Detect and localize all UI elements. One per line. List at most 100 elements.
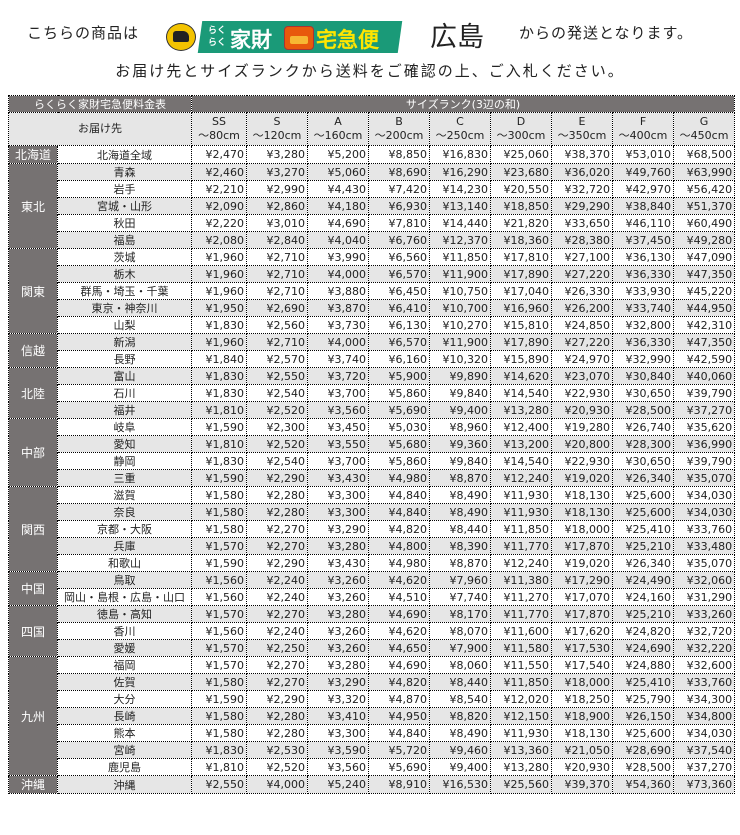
- price-cell: ¥24,490: [612, 571, 674, 589]
- price-cell: ¥68,500: [672, 145, 736, 164]
- region-cell: 中国: [8, 571, 58, 606]
- table-row: 四国 徳島・高知 ¥1,570 ¥2,270 ¥3,280 ¥4,690 ¥8,170 ¥11…: [8, 605, 736, 657]
- price-cell: ¥11,580: [490, 639, 552, 657]
- price-cell: ¥29,290: [551, 197, 613, 215]
- price-cell: ¥18,360: [490, 231, 552, 249]
- price-cell: ¥33,480: [672, 537, 736, 555]
- price-cell: ¥3,280: [307, 656, 369, 674]
- price-cell: ¥1,830: [191, 367, 247, 385]
- size-column-header: C ～250cm: [429, 112, 491, 146]
- price-cell: ¥2,300: [246, 418, 308, 436]
- table-row: 佐賀 ¥1,580 ¥2,270 ¥3,290 ¥4,820 ¥8,440 ¥11,850 ¥…: [9, 673, 736, 691]
- price-cell: ¥2,710: [246, 282, 308, 300]
- price-cell: ¥2,290: [246, 469, 308, 487]
- price-cell: ¥1,590: [191, 554, 247, 572]
- price-cell: ¥8,960: [429, 418, 491, 436]
- table-row: 愛媛 ¥1,570 ¥2,250 ¥3,260 ¥4,650 ¥7,900 ¥11,580 ¥…: [9, 639, 736, 657]
- price-cell: ¥17,870: [551, 605, 613, 623]
- price-cell: ¥25,410: [612, 520, 674, 538]
- size-rank: C: [456, 115, 464, 128]
- price-cell: ¥36,330: [612, 333, 674, 351]
- destination-cell: 新潟: [57, 333, 192, 351]
- table-row: 沖縄 沖縄 ¥2,550 ¥4,000 ¥5,240 ¥8,910 ¥16,530 ¥25,5…: [8, 775, 736, 794]
- price-cell: ¥32,220: [672, 639, 736, 657]
- price-cell: ¥14,540: [490, 384, 552, 402]
- price-cell: ¥5,060: [307, 163, 369, 181]
- price-cell: ¥9,840: [429, 452, 491, 470]
- price-cell: ¥1,580: [191, 486, 247, 504]
- destination-cell: 京都・大阪: [57, 520, 192, 538]
- price-cell: ¥2,520: [246, 401, 308, 419]
- price-cell: ¥2,570: [246, 350, 308, 368]
- price-cell: ¥3,450: [307, 418, 369, 436]
- price-cell: ¥2,240: [246, 588, 308, 606]
- price-cell: ¥51,370: [672, 197, 736, 215]
- price-cell: ¥11,600: [490, 622, 552, 640]
- price-cell: ¥20,550: [490, 180, 552, 198]
- destination-cell: 山梨: [57, 316, 192, 334]
- table-row: 宮城・山形 ¥2,090 ¥2,860 ¥4,180 ¥6,930 ¥13,140 ¥18,…: [9, 197, 736, 215]
- price-cell: ¥1,830: [191, 316, 247, 334]
- price-cell: ¥16,530: [429, 775, 491, 794]
- intro-text: こちらの商品は: [27, 24, 140, 42]
- price-cell: ¥1,580: [191, 520, 247, 538]
- price-cell: ¥14,230: [429, 180, 491, 198]
- price-cell: ¥3,300: [307, 503, 369, 521]
- price-cell: ¥11,850: [490, 520, 552, 538]
- price-cell: ¥2,550: [191, 775, 247, 794]
- price-cell: ¥3,410: [307, 707, 369, 725]
- price-cell: ¥3,280: [246, 145, 308, 164]
- destination-cell: 北海道全域: [57, 145, 192, 164]
- price-cell: ¥25,060: [490, 145, 552, 164]
- table-row: 東京・神奈川 ¥1,950 ¥2,690 ¥3,870 ¥6,410 ¥10,700 ¥16…: [9, 299, 736, 317]
- price-cell: ¥1,810: [191, 435, 247, 453]
- price-cell: ¥49,280: [672, 231, 736, 249]
- price-cell: ¥11,930: [490, 503, 552, 521]
- size-range: ～200cm: [374, 129, 424, 142]
- price-cell: ¥39,790: [672, 452, 736, 470]
- price-cell: ¥36,330: [612, 265, 674, 283]
- price-cell: ¥20,930: [551, 758, 613, 776]
- price-cell: ¥5,200: [307, 145, 369, 164]
- price-cell: ¥2,540: [246, 452, 308, 470]
- price-cell: ¥6,760: [368, 231, 430, 249]
- instruction-text: お届け先とサイズランクから送料をご確認の上、ご入札ください。: [115, 62, 625, 80]
- price-cell: ¥8,540: [429, 690, 491, 708]
- price-cell: ¥26,150: [612, 707, 674, 725]
- price-cell: ¥56,420: [672, 180, 736, 198]
- price-cell: ¥2,520: [246, 758, 308, 776]
- table-row: 秋田 ¥2,220 ¥3,010 ¥4,690 ¥7,810 ¥14,440 ¥21,820…: [9, 214, 736, 232]
- price-cell: ¥36,990: [672, 435, 736, 453]
- price-cell: ¥17,530: [551, 639, 613, 657]
- price-cell: ¥8,170: [429, 605, 491, 623]
- price-cell: ¥33,760: [672, 520, 736, 538]
- price-cell: ¥10,700: [429, 299, 491, 317]
- price-cell: ¥3,880: [307, 282, 369, 300]
- price-cell: ¥31,290: [672, 588, 736, 606]
- price-cell: ¥4,690: [368, 656, 430, 674]
- price-cell: ¥6,930: [368, 197, 430, 215]
- logo-text-a: 家財: [230, 28, 272, 52]
- price-cell: ¥37,270: [672, 758, 736, 776]
- price-cell: ¥1,580: [191, 707, 247, 725]
- price-cell: ¥2,550: [246, 367, 308, 385]
- region-cell: 九州: [8, 656, 58, 776]
- price-cell: ¥23,680: [490, 163, 552, 181]
- price-cell: ¥8,440: [429, 520, 491, 538]
- price-cell: ¥17,620: [551, 622, 613, 640]
- destination-cell: 福島: [57, 231, 192, 249]
- region-cell: 北陸: [8, 367, 58, 419]
- size-column-header: SS ～80cm: [191, 112, 247, 146]
- table-row: 信越 新潟 ¥1,960 ¥2,710 ¥4,000 ¥6,570 ¥11,900 ¥17,8…: [8, 333, 736, 368]
- price-cell: ¥12,240: [490, 469, 552, 487]
- price-cell: ¥3,300: [307, 486, 369, 504]
- price-cell: ¥11,770: [490, 537, 552, 555]
- kazai-takkyubin-logo: らくらく 家財 宅急便: [166, 21, 406, 53]
- price-cell: ¥1,830: [191, 452, 247, 470]
- price-cell: ¥2,690: [246, 299, 308, 317]
- price-cell: ¥15,810: [490, 316, 552, 334]
- price-cell: ¥3,290: [307, 520, 369, 538]
- price-cell: ¥1,950: [191, 299, 247, 317]
- region-cell: 関西: [8, 486, 58, 572]
- price-cell: ¥3,260: [307, 571, 369, 589]
